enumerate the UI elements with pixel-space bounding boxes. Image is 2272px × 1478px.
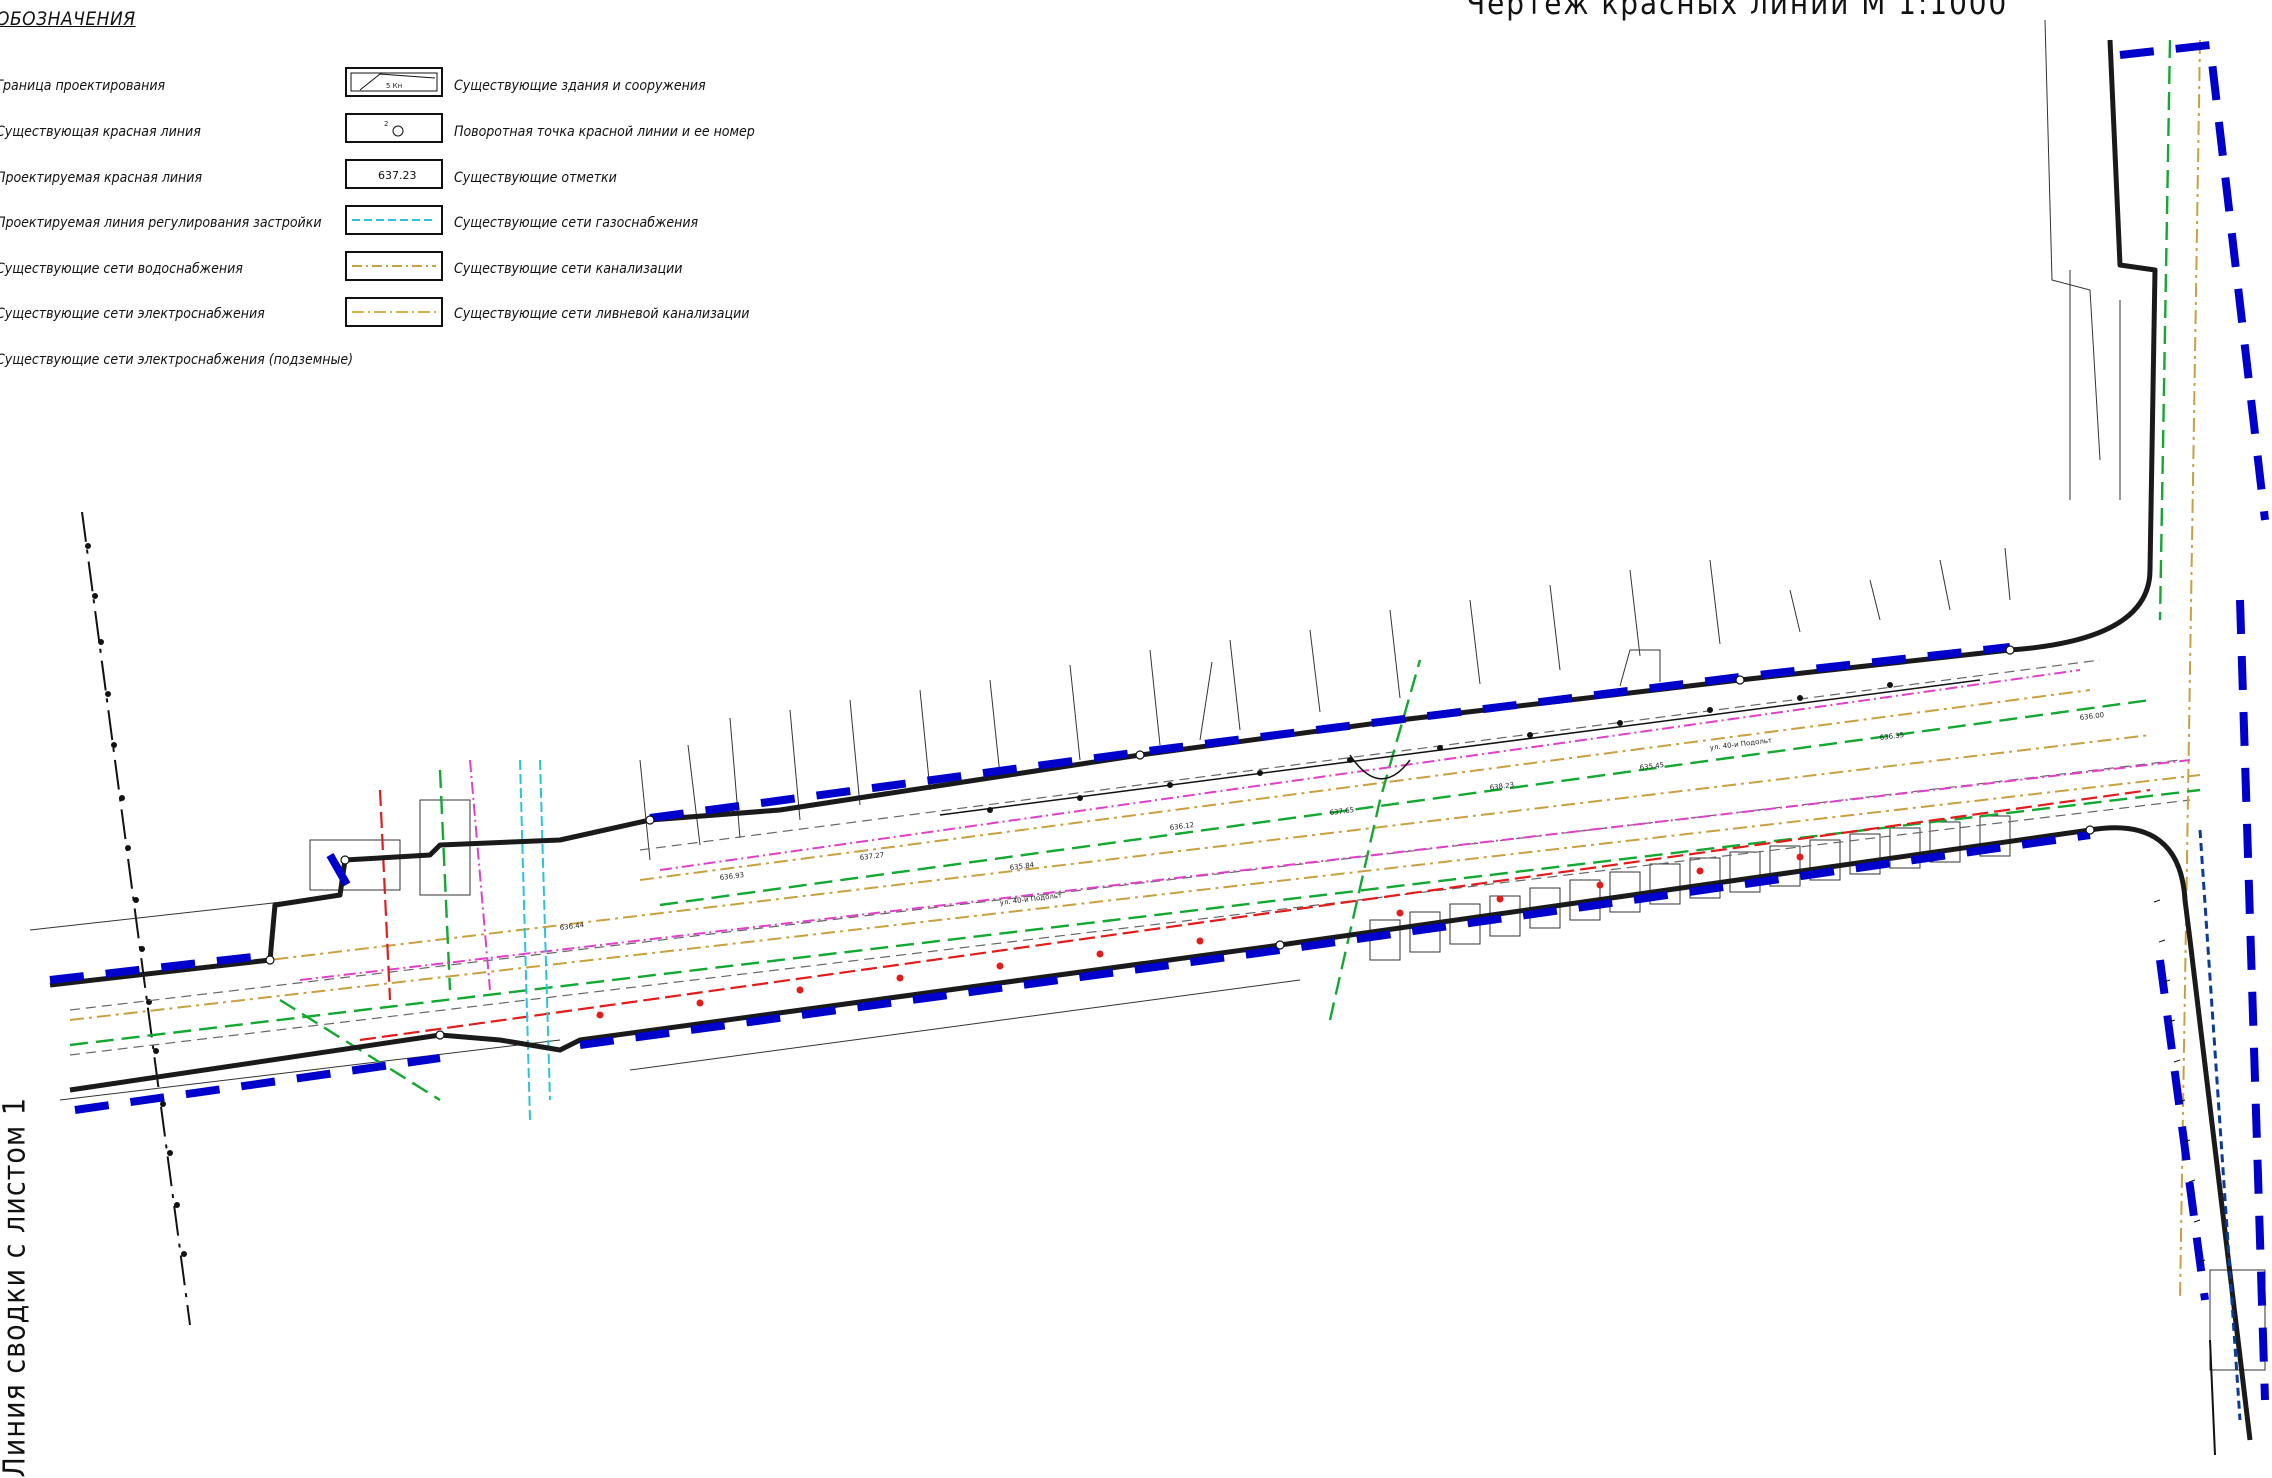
elevation-label: 638.23 [1489, 781, 1514, 792]
legend-item-water: Существующие сети водоснабжения [0, 261, 243, 277]
legend-item-buildings: Существующие здания и сооружения [454, 78, 706, 94]
legend-item-sewer: Существующие сети канализации [454, 261, 683, 277]
legend-item-turn-point: Поворотная точка красной линии и ее номе… [454, 124, 755, 140]
elevation-label: 636.93 [719, 871, 744, 882]
elevation-label: 637.27 [859, 851, 884, 862]
legend-turnpoint-text: 2 [384, 120, 388, 128]
elevation-label: 636.12 [1169, 821, 1194, 832]
elevation-label: 636.44 [559, 921, 585, 932]
storm-network [299, 669, 2191, 991]
legend-building-text: 5 Кн [386, 82, 402, 90]
sheet-junction-label: Линия сводки с листом 1 [0, 1096, 33, 1478]
legend-item-gas: Существующие сети газоснабжения [454, 215, 699, 231]
legend-item-elevations: Существующие отметки [454, 170, 617, 186]
existing-red-line [49, 39, 2253, 1441]
legend-item-power: Существующие сети электроснабжения [0, 306, 265, 322]
underground-power [939, 679, 1981, 816]
legend-item-projected-red-line: Проектируемая красная линия [0, 170, 203, 186]
sheet-title: Чертеж красных линий М 1:1000 [1466, 0, 2009, 22]
elevation-label: 635.84 [1009, 861, 1035, 872]
power-network [359, 788, 2151, 1042]
legend-item-storm: Существующие сети ливневой канализации [454, 306, 750, 322]
boundary-ticks [2153, 899, 2216, 1456]
projected-red-line [49, 40, 2269, 1401]
legend-item-existing-red-line: Существующая красная линия [0, 124, 201, 140]
power-poles [596, 853, 1804, 1019]
survey-lines [69, 659, 2191, 1056]
elevation-label: 636.35 [1879, 731, 1904, 742]
legend-elevation-text: 637.23 [378, 169, 417, 182]
elevation-label: 637.65 [1329, 806, 1354, 817]
water-network [69, 39, 2201, 1102]
legend-item-regulation-line: Проектируемая линия регулирования застро… [0, 215, 322, 231]
map-annotations: ул. 40-и Подольт ул. 40-и Подольт 636.44… [559, 711, 2104, 932]
gas-network [519, 759, 551, 1121]
sewer-network [59, 39, 2201, 1301]
legend-symbols: 5 Кн 2 637.23 [345, 67, 443, 327]
street-label-1: ул. 40-и Подольт [999, 891, 1062, 907]
elevation-label: 636.00 [2079, 711, 2104, 722]
poles-black [987, 682, 1893, 813]
building-regulation-line [2198, 829, 2242, 1421]
elevation-label: 635.45 [1639, 761, 1664, 772]
legend-heading: ОБОЗНАЧЕНИЯ [0, 8, 136, 30]
legend-item-power-underground: Существующие сети электроснабжения (подз… [0, 352, 354, 368]
legend-item-project-boundary: Граница проектирования [0, 78, 166, 94]
turn-points [265, 645, 2095, 1040]
